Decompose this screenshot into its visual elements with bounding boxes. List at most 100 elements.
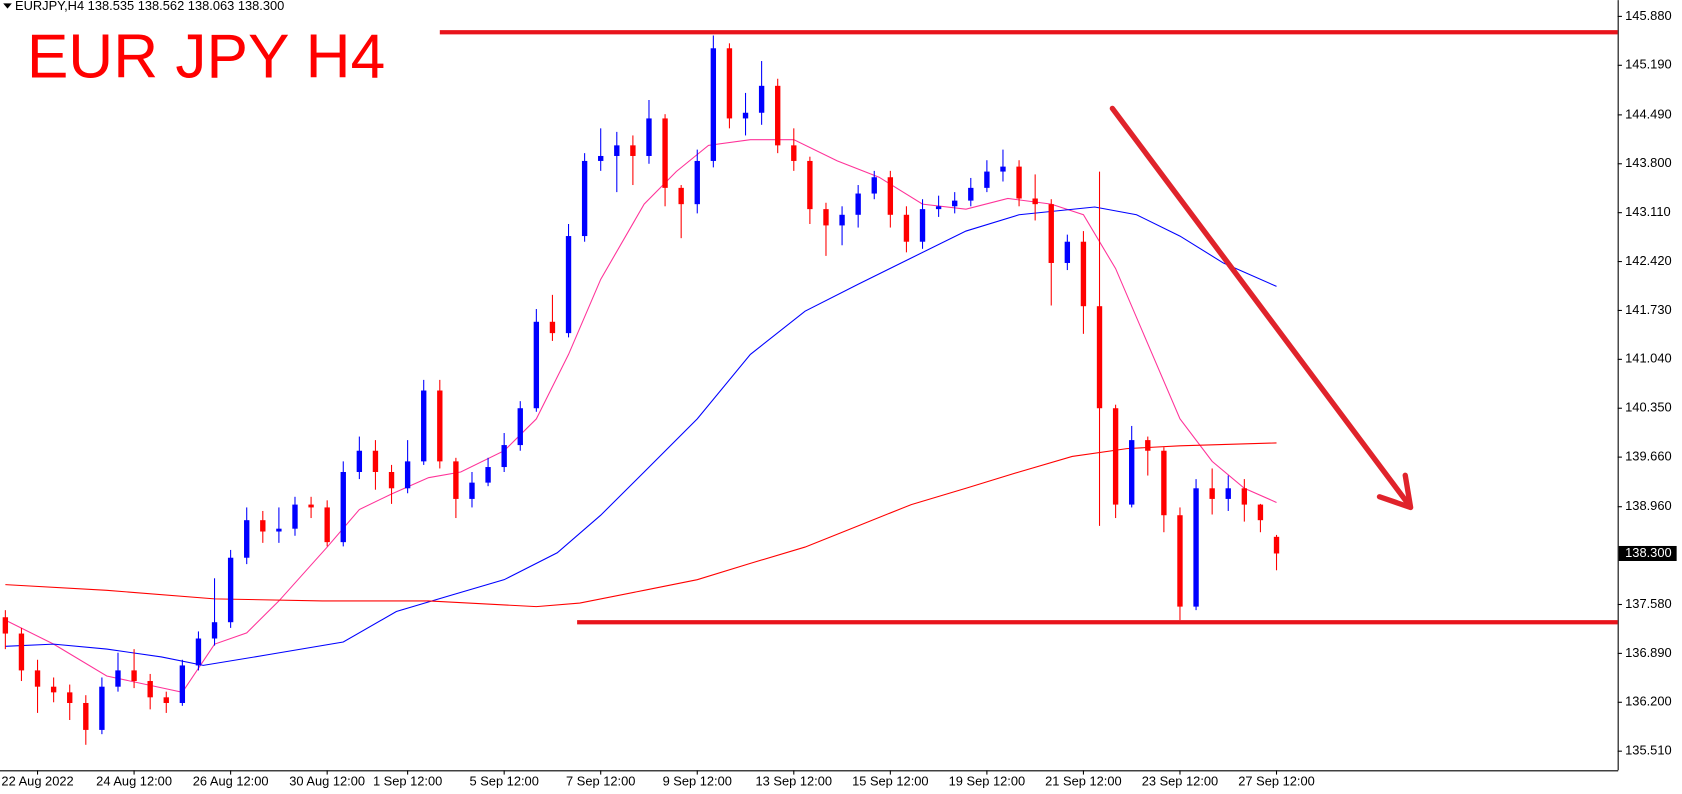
candle-body	[1048, 204, 1054, 263]
candle-body	[372, 450, 379, 472]
candle-body	[887, 177, 894, 215]
candle-body	[839, 214, 845, 226]
y-tick-label: 137.580	[1625, 596, 1671, 611]
candle-body	[710, 48, 717, 161]
x-tick-label: 15 Sep 12:00	[852, 774, 929, 789]
candle-body	[1032, 198, 1038, 205]
candle-body	[758, 85, 765, 113]
candle-body	[614, 145, 620, 156]
candle-body	[952, 200, 958, 207]
candle-body	[83, 702, 89, 730]
candle-body	[324, 507, 330, 543]
candle-body	[147, 681, 153, 698]
candle-body	[1080, 241, 1087, 307]
candle-body	[984, 171, 990, 188]
candle-body	[694, 160, 700, 205]
y-tick-label: 141.040	[1625, 351, 1671, 366]
candle-body	[1112, 408, 1119, 505]
candle-body	[919, 209, 926, 242]
candle-body	[775, 85, 781, 146]
x-tick-label: 24 Aug 12:00	[96, 774, 172, 789]
candle-body	[662, 118, 668, 188]
x-tick-label: 7 Sep 12:00	[566, 774, 635, 789]
candle-body	[1177, 515, 1183, 607]
candle-body	[1016, 166, 1022, 199]
x-tick-label: 1 Sep 12:00	[373, 774, 442, 789]
y-tick-label: 135.510	[1625, 743, 1671, 758]
candle-body	[1241, 488, 1248, 505]
down-arrow	[1109, 105, 1414, 511]
arrow-head	[1376, 472, 1414, 511]
candle-body	[1193, 488, 1199, 607]
candle-body	[533, 321, 540, 409]
y-tick-label: 136.890	[1625, 645, 1671, 660]
candle-body	[211, 622, 218, 639]
y-tick-label: 141.730	[1625, 302, 1671, 317]
x-tick-label: 13 Sep 12:00	[756, 774, 833, 789]
candle-body	[437, 390, 443, 462]
x-tick-label: 5 Sep 12:00	[469, 774, 538, 789]
candle-body	[34, 670, 41, 687]
x-tick-label: 22 Aug 2022	[1, 774, 73, 789]
y-tick-label: 138.960	[1625, 498, 1671, 513]
candle-body	[871, 177, 877, 194]
chart-title: EUR JPY H4	[27, 22, 385, 91]
candle-body	[1225, 488, 1231, 499]
x-tick-label: 19 Sep 12:00	[949, 774, 1026, 789]
candle-body	[453, 461, 459, 499]
candle-body	[115, 670, 121, 687]
candle-body	[1129, 440, 1135, 505]
candle-body	[485, 467, 491, 483]
moving-average-line	[5, 206, 1277, 666]
candle-body	[421, 390, 427, 462]
candle-body	[50, 686, 57, 693]
last-price-label: 138.300	[1625, 545, 1671, 560]
x-tick-label: 9 Sep 12:00	[663, 774, 732, 789]
candle-body	[404, 461, 411, 489]
candle-body	[549, 321, 556, 334]
candle-body	[630, 145, 636, 156]
candle-body	[67, 692, 73, 703]
x-tick-label: 30 Aug 12:00	[289, 774, 365, 789]
candle-body	[678, 187, 684, 205]
y-tick-label: 144.490	[1625, 106, 1671, 121]
candle-body	[292, 504, 298, 529]
candle-body	[1257, 504, 1264, 521]
candle-body	[742, 112, 749, 119]
y-tick-label: 136.200	[1625, 694, 1671, 709]
chart-header: EURJPY,H4 138.535 138.562 138.063 138.30…	[15, 0, 284, 13]
candle-body	[726, 48, 733, 119]
candle-body	[18, 633, 25, 671]
candle-body	[646, 118, 652, 156]
y-tick-label: 139.660	[1625, 449, 1671, 464]
candle-body	[469, 482, 475, 499]
candle-body	[968, 187, 974, 201]
plot-area	[2, 35, 1280, 745]
y-tick-label: 140.350	[1625, 400, 1671, 415]
y-tick-label: 145.190	[1625, 57, 1671, 72]
candle-body	[308, 504, 314, 508]
candle-body	[1000, 166, 1006, 172]
last-price-box	[1618, 545, 1677, 561]
y-tick-label: 142.420	[1625, 253, 1671, 268]
candle-body	[823, 209, 829, 226]
moving-average-line	[5, 442, 1277, 608]
candle-body	[935, 206, 942, 210]
candle-body	[244, 520, 250, 558]
candle-body	[1096, 306, 1103, 409]
x-tick-label: 26 Aug 12:00	[193, 774, 269, 789]
candle-body	[791, 145, 797, 161]
arrow-shaft	[1109, 105, 1412, 507]
y-tick-label: 143.110	[1625, 204, 1671, 219]
candle-body	[131, 670, 137, 682]
candle-body	[163, 697, 169, 703]
x-tick-label: 23 Sep 12:00	[1142, 774, 1219, 789]
candle-body	[195, 638, 202, 666]
candle-body	[855, 193, 861, 215]
candle-body	[1209, 488, 1215, 499]
candle-body	[807, 160, 813, 210]
x-tick-label: 27 Sep 12:00	[1238, 774, 1315, 789]
candle-body	[501, 445, 507, 468]
candle-body	[340, 471, 346, 543]
